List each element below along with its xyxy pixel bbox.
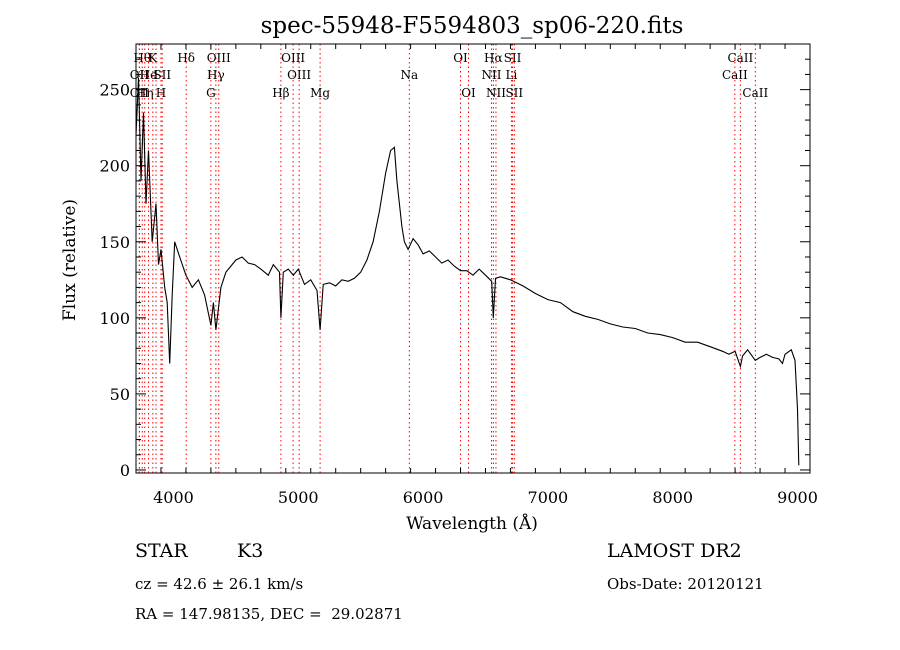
y-tick-label: 50: [110, 385, 130, 404]
line-marker-label: OI: [453, 51, 468, 65]
line-marker-label: OIII: [207, 51, 231, 65]
line-marker-label: He: [140, 68, 158, 82]
line-marker-label: SII: [505, 86, 523, 100]
line-marker-label: Hθ: [133, 51, 151, 65]
line-marker-label: NII: [486, 86, 506, 100]
x-tick-label: 6000: [403, 488, 444, 507]
redshift-text: cz = 42.6 ± 26.1 km/s: [135, 575, 304, 593]
x-tick-label: 8000: [652, 488, 693, 507]
line-marker-label: Na: [401, 68, 419, 82]
line-marker-label: H: [156, 86, 166, 100]
x-axis-label: Wavelength (Å): [406, 513, 538, 534]
y-tick-label: 200: [99, 157, 130, 176]
line-marker-label: Hδ: [177, 51, 195, 65]
x-tick-label: 5000: [278, 488, 319, 507]
object-class: STAR: [135, 540, 188, 562]
line-marker-label: I: [154, 68, 159, 82]
survey-name: LAMOST DR2: [607, 540, 742, 562]
x-axis: 4000 5000 6000 7000 8000 9000: [135, 44, 818, 507]
y-tick-label: 250: [99, 81, 130, 100]
x-tick-label: 7000: [528, 488, 569, 507]
line-marker-label: Hβ: [272, 86, 289, 100]
y-tick-label: 100: [99, 309, 130, 328]
line-marker-label: Mg: [310, 86, 330, 100]
line-marker-label: SII: [153, 68, 171, 82]
y-tick-label: 0: [120, 461, 130, 480]
line-marker-label: OIII: [287, 68, 311, 82]
y-axis-label: Flux (relative): [60, 199, 80, 321]
line-marker-label: CaII: [742, 86, 768, 100]
line-marker-label: G: [206, 86, 216, 100]
y-tick-label: 150: [99, 233, 130, 252]
chart-title: spec-55948-F5594803_sp06-220.fits: [261, 13, 684, 39]
line-marker-label: NII: [481, 68, 501, 82]
line-markers: [138, 44, 756, 473]
line-marker-label: Hα: [484, 51, 503, 65]
line-marker-label: OI: [461, 86, 476, 100]
x-tick-label: 9000: [777, 488, 818, 507]
observation-date: Obs-Date: 20120121: [607, 575, 764, 593]
line-marker-label: Hγ: [207, 68, 225, 82]
line-marker-label: OII: [130, 68, 150, 82]
y-axis: 0 50 100 150 200 250: [99, 43, 810, 480]
coordinates-text: RA = 147.98135, DEC = 29.02871: [135, 605, 403, 623]
plot-frame: [135, 43, 811, 474]
line-marker-label: K: [148, 51, 158, 65]
spectrum-line: [135, 77, 800, 466]
line-marker-label: OIII: [281, 51, 305, 65]
line-marker-label: SII: [504, 51, 522, 65]
line-marker-label: CaII: [722, 68, 748, 82]
object-subclass: K3: [237, 540, 264, 562]
line-marker-label: Li: [506, 68, 518, 82]
x-tick-label: 4000: [153, 488, 194, 507]
line-marker-label: CaII: [727, 51, 753, 65]
line-marker-labels: OIIOIIHθHηHeKIHSIIHδGHγOIIIHβOIIIOIIIMgN…: [130, 51, 769, 100]
